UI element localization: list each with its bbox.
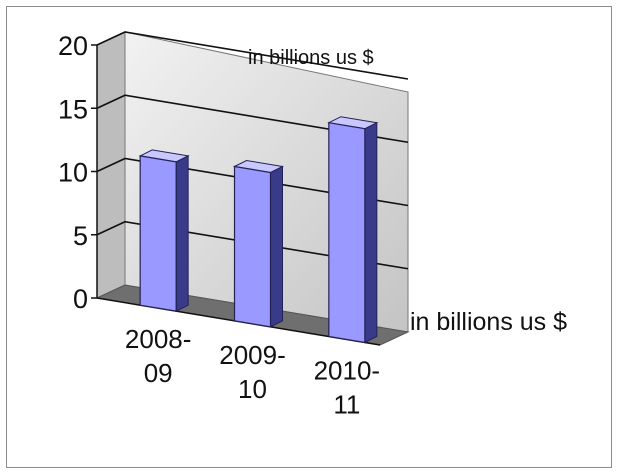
gridline xyxy=(96,220,409,270)
category-label-line: 2010- xyxy=(314,355,381,385)
bar-1 xyxy=(232,159,285,328)
bar-side-face xyxy=(364,121,378,344)
y-tick-label: 0 xyxy=(73,284,88,314)
category-label: 2008- 09 xyxy=(125,324,192,388)
y-tick-label: 10 xyxy=(58,158,88,188)
gridline xyxy=(96,94,409,144)
category-label-line: 10 xyxy=(238,374,267,404)
bar-front-face xyxy=(233,165,272,328)
category-label: 2009- 10 xyxy=(219,340,286,404)
category-label-line: 2009- xyxy=(219,340,286,370)
legend-entry-label: in billions us $ xyxy=(410,308,567,336)
category-label-line: 2008- xyxy=(125,324,192,354)
y-tick-label: 15 xyxy=(58,94,88,124)
category-label-line: 09 xyxy=(144,358,173,388)
bar-front-face xyxy=(328,122,366,344)
gridline xyxy=(96,31,409,80)
units-annotation: in billions us $ xyxy=(248,47,374,69)
gridline xyxy=(96,157,409,207)
category-label: 2010- 11 xyxy=(314,355,381,419)
bar-side-face xyxy=(175,155,189,312)
bar-2 xyxy=(327,116,379,344)
bar-0 xyxy=(138,149,190,312)
y-tick-label: 20 xyxy=(58,31,88,61)
y-tick-label: 5 xyxy=(73,221,88,251)
bar-front-face xyxy=(139,155,177,312)
bar-side-face xyxy=(270,165,283,328)
category-label-line: 11 xyxy=(333,389,360,419)
